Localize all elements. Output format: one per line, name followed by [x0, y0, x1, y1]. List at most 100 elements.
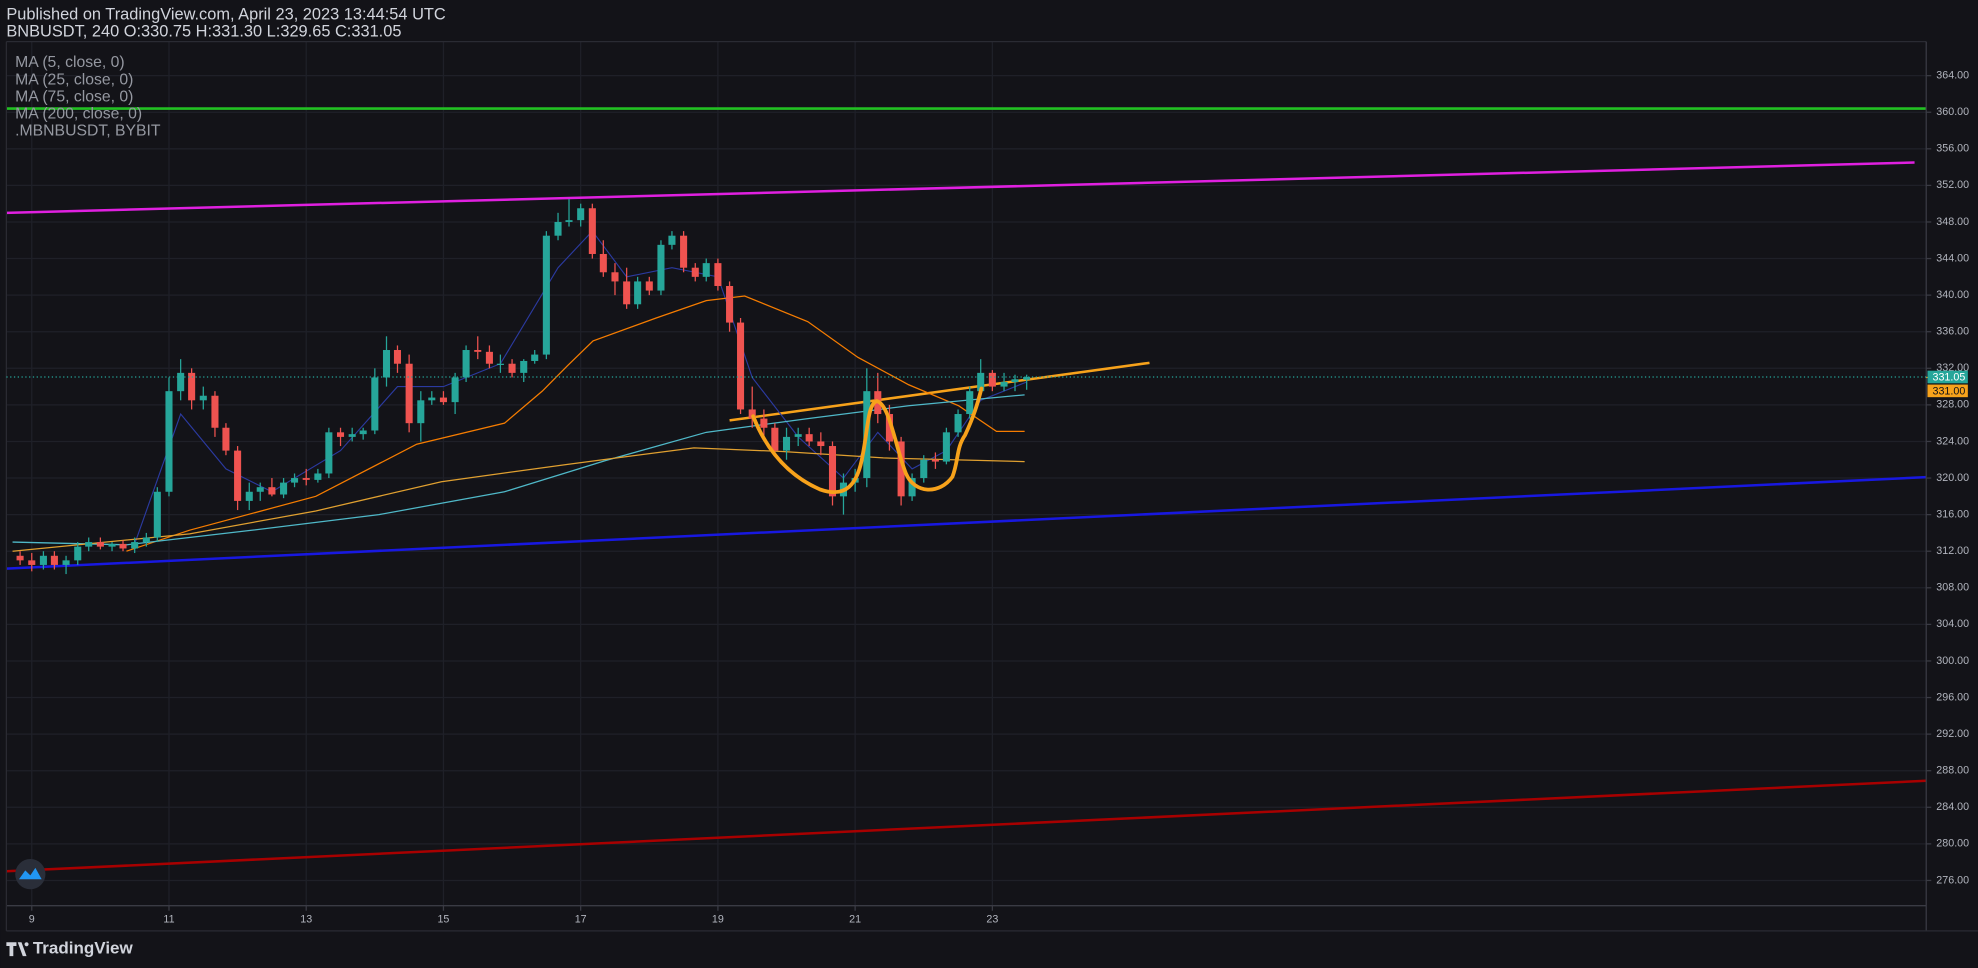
candle-body — [280, 482, 288, 495]
trend-line — [6, 161, 1915, 215]
x-tick-label: 11 — [163, 913, 174, 925]
candle-body — [382, 350, 391, 378]
candle-body — [748, 409, 756, 419]
x-tick-label: 19 — [712, 913, 724, 925]
y-tick-label: 352.00 — [1936, 179, 1969, 191]
candle-body — [50, 555, 58, 565]
alert-price-label: 331.00 — [1933, 385, 1966, 397]
trend-line — [6, 475, 1927, 570]
candle-body — [131, 542, 139, 549]
candle-body — [474, 350, 482, 352]
candle-body — [966, 391, 974, 415]
candle-body — [462, 350, 470, 378]
brand-logo — [6, 942, 29, 957]
candle-body — [714, 263, 722, 286]
candle-body — [805, 434, 813, 442]
y-tick-label: 316.00 — [1936, 508, 1969, 520]
candle-body — [108, 543, 116, 547]
y-tick-label: 344.00 — [1936, 252, 1969, 264]
candle-body — [39, 555, 47, 565]
candle-body — [62, 560, 70, 565]
logo-badge — [15, 859, 46, 890]
x-tick-label: 15 — [437, 913, 449, 925]
last-price-label: 331.05 — [1933, 371, 1966, 383]
candle-body — [96, 542, 104, 547]
y-tick-label: 340.00 — [1936, 289, 1969, 301]
y-tick-label: 276.00 — [1936, 874, 1969, 886]
y-tick-label: 284.00 — [1936, 801, 1969, 813]
candle-body — [1023, 376, 1031, 380]
candle-body — [371, 377, 379, 431]
legend-entry: MA (25, close, 0) — [15, 71, 133, 88]
candle-body — [417, 400, 425, 424]
candle-body — [668, 235, 676, 245]
candle-body — [942, 432, 950, 462]
candle-body — [85, 542, 93, 547]
y-tick-label: 324.00 — [1936, 435, 1969, 447]
alert-price-tag — [1927, 384, 1968, 398]
candle-body — [485, 351, 493, 364]
y-tick-label: 296.00 — [1936, 691, 1969, 703]
candle-body — [634, 281, 642, 305]
candle-body — [1011, 379, 1019, 383]
candle-body — [268, 487, 276, 495]
brand-name: TradingView — [33, 939, 134, 958]
candle-body — [359, 430, 367, 435]
candle-body — [554, 221, 562, 236]
candle-body — [680, 235, 688, 268]
y-tick-label: 312.00 — [1936, 545, 1969, 557]
candle-body — [222, 427, 230, 451]
candle-body — [565, 220, 573, 222]
candle-body — [119, 543, 127, 549]
candle-body — [977, 372, 985, 392]
y-tick-label: 348.00 — [1936, 216, 1969, 228]
trend-line — [6, 779, 1927, 873]
candle-body — [885, 414, 893, 442]
candle-body — [28, 560, 36, 565]
freehand-annotation — [751, 386, 984, 495]
ma-line — [126, 295, 1025, 552]
legend-entry: MA (5, close, 0) — [15, 54, 124, 71]
y-tick-label: 288.00 — [1936, 765, 1969, 777]
legend: MA (5, close, 0)MA (25, close, 0)MA (75,… — [15, 54, 161, 139]
candle-body — [188, 372, 196, 401]
candle-body — [336, 432, 345, 437]
candle-body — [211, 395, 219, 428]
candle-body — [931, 459, 939, 462]
y-tick-label: 300.00 — [1936, 655, 1969, 667]
candle-body — [954, 414, 962, 433]
candle-body — [302, 478, 310, 480]
candle-body — [314, 473, 322, 480]
candle-body — [177, 372, 185, 392]
candle-body — [588, 208, 596, 254]
candle-body — [542, 235, 550, 355]
y-tick-label: 292.00 — [1936, 728, 1969, 740]
candle-body — [577, 208, 585, 221]
candle-body — [245, 491, 253, 501]
candle-body — [611, 272, 619, 282]
chart-subtitle: BNBUSDT, 240 O:330.75 H:331.30 L:329.65 … — [6, 22, 401, 40]
candle-body — [897, 441, 905, 497]
candle-body — [291, 478, 299, 483]
candle-body — [325, 432, 333, 474]
candle-body — [782, 436, 791, 451]
x-tick-label: 9 — [29, 913, 35, 925]
candle-body — [702, 263, 710, 277]
candle-body — [737, 322, 745, 410]
candle-body — [393, 350, 402, 364]
candle-body — [142, 537, 150, 543]
drawings — [6, 107, 1927, 873]
y-tick-label: 320.00 — [1936, 472, 1969, 484]
legend-entry: .MBNBUSDT, BYBIT — [15, 122, 161, 139]
x-tick-label: 13 — [300, 913, 312, 925]
candle-body — [771, 427, 779, 451]
candle-body — [691, 267, 699, 277]
candle-body — [405, 363, 413, 424]
candle-body — [623, 281, 631, 305]
y-tick-label: 280.00 — [1936, 838, 1969, 850]
x-tick-label: 21 — [849, 913, 861, 925]
candle-body — [794, 434, 802, 437]
